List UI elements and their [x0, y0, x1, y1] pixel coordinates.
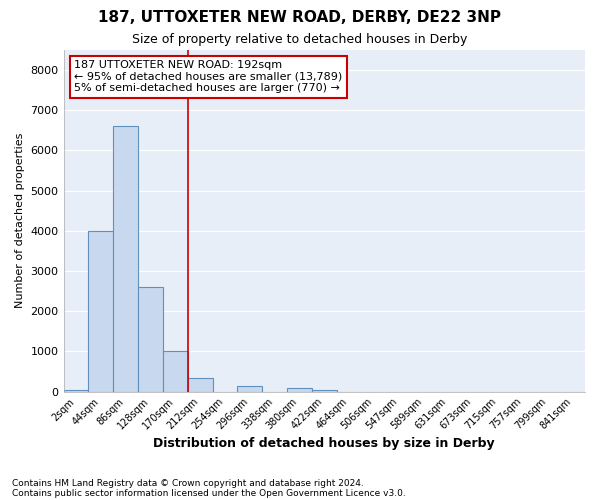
Bar — [312, 390, 337, 392]
Bar — [138, 287, 163, 392]
Bar — [287, 388, 312, 392]
Text: Contains HM Land Registry data © Crown copyright and database right 2024.: Contains HM Land Registry data © Crown c… — [12, 478, 364, 488]
Bar — [163, 352, 188, 392]
Text: 187, UTTOXETER NEW ROAD, DERBY, DE22 3NP: 187, UTTOXETER NEW ROAD, DERBY, DE22 3NP — [98, 10, 502, 25]
Bar — [113, 126, 138, 392]
Text: Size of property relative to detached houses in Derby: Size of property relative to detached ho… — [133, 32, 467, 46]
Y-axis label: Number of detached properties: Number of detached properties — [15, 133, 25, 308]
Bar — [64, 390, 88, 392]
Bar — [238, 386, 262, 392]
Bar — [88, 231, 113, 392]
X-axis label: Distribution of detached houses by size in Derby: Distribution of detached houses by size … — [154, 437, 495, 450]
Text: 187 UTTOXETER NEW ROAD: 192sqm
← 95% of detached houses are smaller (13,789)
5% : 187 UTTOXETER NEW ROAD: 192sqm ← 95% of … — [74, 60, 342, 94]
Bar — [188, 378, 212, 392]
Text: Contains public sector information licensed under the Open Government Licence v3: Contains public sector information licen… — [12, 488, 406, 498]
